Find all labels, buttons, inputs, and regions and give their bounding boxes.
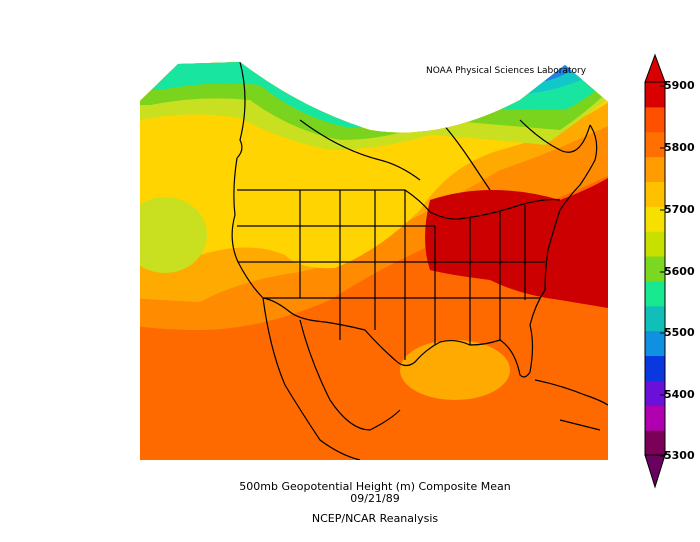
caption-date: 09/21/89 — [350, 492, 400, 505]
colorbar-label-5700: 5700 — [664, 203, 695, 216]
canada-lines — [236, 62, 591, 191]
colorbar-cell — [645, 280, 665, 307]
state-lines — [237, 190, 545, 360]
colorbar-bottom-arrow — [644, 454, 666, 489]
colorbar-cell — [645, 305, 665, 332]
colorbar-cells — [645, 82, 665, 456]
colorbar-label-5500: 5500 — [664, 326, 695, 339]
caribbean-islands — [534, 379, 608, 431]
colorbar-ticks — [660, 85, 665, 457]
colorbar-top-arrow — [644, 53, 666, 83]
colorbar-cell — [645, 206, 665, 232]
colorbar-cell — [645, 430, 665, 456]
colorbar-cell — [645, 405, 665, 431]
canada-us-border — [237, 189, 561, 220]
colorbar-cell — [645, 82, 665, 108]
colorbar-cell — [645, 131, 665, 158]
field-dark-red — [425, 170, 608, 310]
mexico-outline — [262, 297, 401, 460]
colorbar-frame — [644, 81, 666, 456]
colorbar — [644, 53, 666, 489]
colorbar-cell — [645, 181, 665, 207]
colorbar-label-5800: 5800 — [664, 141, 695, 154]
field-west-yellow-green — [140, 197, 207, 273]
credit-label: NOAA Physical Sciences Laboratory — [426, 66, 587, 76]
colorbar-cell — [645, 231, 665, 257]
colorbar-label-5400: 5400 — [664, 388, 695, 401]
caption-title: 500mb Geopotential Height (m) Composite … — [239, 480, 511, 493]
colorbar-cell — [645, 330, 665, 357]
colorbar-cell — [645, 106, 665, 133]
caption-source: NCEP/NCAR Reanalysis — [311, 512, 439, 525]
colorbar-cell — [645, 380, 665, 406]
colorbar-label-5600: 5600 — [664, 265, 695, 278]
colorbar-cell — [645, 156, 665, 182]
contour-fields — [140, 62, 608, 460]
colorbar-cell — [645, 355, 665, 381]
boundary-lines — [231, 62, 608, 460]
colorbar-label-5300: 5300 — [664, 449, 695, 462]
field-gulf-light-orange — [400, 340, 510, 400]
colorbar-cell — [645, 256, 665, 282]
colorbar-label-5900: 5900 — [664, 79, 695, 92]
